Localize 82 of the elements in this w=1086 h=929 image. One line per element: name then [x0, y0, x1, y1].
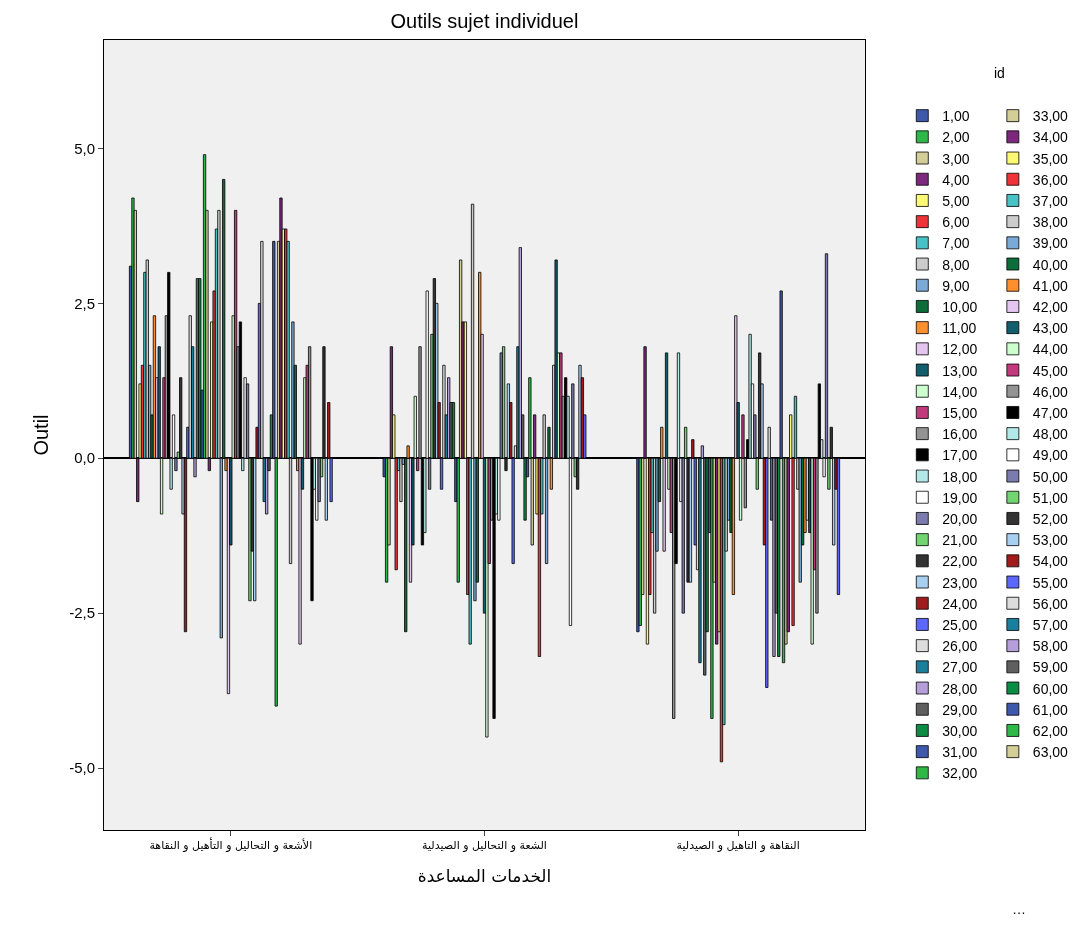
legend-label: 48,00 [1032, 426, 1069, 443]
legend-label: 43,00 [1032, 320, 1069, 337]
legend-label: 7,00 [942, 235, 970, 252]
legend-label: 51,00 [1032, 489, 1069, 506]
legend-label: 34,00 [1032, 129, 1069, 146]
bar [188, 315, 192, 459]
legend-label: 21,00 [942, 532, 978, 549]
legend-label: 14,00 [942, 383, 978, 400]
legend-label: 45,00 [1032, 362, 1069, 379]
legend-label: 36,00 [1032, 171, 1069, 188]
bar [279, 197, 283, 459]
legend-label: 10,00 [942, 298, 978, 315]
legend-label: 1,00 [942, 108, 970, 125]
legend-label: 42,00 [1032, 298, 1069, 315]
x-tick-label: النقاهة و التاهيل و الصيدلية [676, 839, 800, 853]
bar [554, 259, 558, 459]
bar [145, 259, 149, 459]
legend-label: 18,00 [942, 468, 978, 485]
legend-label: 13,00 [942, 362, 978, 379]
legend-label: 56,00 [1032, 595, 1069, 612]
y-tick-label: -2,5 [69, 604, 95, 622]
legend-label: 6,00 [942, 214, 970, 231]
legend-label: 26,00 [942, 638, 978, 655]
legend-label: 59,00 [1032, 659, 1069, 676]
legend-label: 33,00 [1032, 108, 1069, 125]
legend-label: 11,00 [942, 320, 977, 337]
legend-label: 17,00 [942, 447, 978, 464]
legend-label: 31,00 [942, 744, 978, 761]
legend-label: 49,00 [1032, 447, 1069, 464]
legend-label: 27,00 [942, 659, 978, 676]
legend-label: 46,00 [1032, 383, 1069, 400]
y-tick-label: -5,0 [69, 759, 95, 777]
legend-label: 28,00 [942, 680, 978, 697]
legend-label: 15,00 [942, 404, 978, 421]
legend-label: 63,00 [1032, 744, 1069, 761]
y-tick-label: 0,0 [74, 449, 95, 467]
legend-label: 37,00 [1032, 192, 1069, 209]
y-tick-label: 5,0 [74, 139, 95, 157]
x-axis-title: الخدمات المساعدة [417, 865, 552, 886]
legend-title: id [994, 65, 1005, 81]
y-axis-title: Outil [29, 414, 52, 456]
legend-label: 40,00 [1032, 256, 1069, 273]
legend-label: 35,00 [1032, 150, 1069, 167]
legend-label: 47,00 [1032, 404, 1069, 421]
legend-label: 5,00 [942, 192, 970, 209]
legend-label: 52,00 [1032, 510, 1069, 527]
legend-label: 12,00 [942, 341, 978, 358]
legend-label: 50,00 [1032, 468, 1069, 485]
legend-label: 57,00 [1032, 616, 1069, 633]
x-tick-label: الشعة و التحاليل و الصيدلية [422, 839, 547, 853]
legend-label: 61,00 [1032, 701, 1069, 718]
legend-label: 24,00 [942, 595, 978, 612]
legend-label: 53,00 [1032, 532, 1069, 549]
text: … [1012, 901, 1026, 917]
legend-label: 54,00 [1032, 553, 1069, 570]
y-tick-label: 2,5 [74, 294, 95, 312]
legend-label: 22,00 [942, 553, 978, 570]
legend-label: 19,00 [942, 489, 978, 506]
bar [518, 247, 522, 459]
legend-label: 3,00 [942, 150, 970, 167]
legend-label: 4,00 [942, 171, 970, 188]
legend-label: 9,00 [942, 277, 970, 294]
legend-label: 41,00 [1032, 277, 1069, 294]
legend-label: 32,00 [942, 765, 978, 782]
legend-label: 44,00 [1032, 341, 1069, 358]
x-tick-label: الأشعة و التحاليل و التأهيل و النقاهة [149, 837, 313, 853]
chart-title: Outils sujet individuel [390, 9, 579, 32]
legend-label: 16,00 [942, 426, 978, 443]
legend-label: 29,00 [942, 701, 978, 718]
legend-label: 60,00 [1032, 680, 1069, 697]
legend-label: 20,00 [942, 510, 978, 527]
legend-label: 55,00 [1032, 574, 1069, 591]
legend-label: 62,00 [1032, 722, 1069, 739]
legend-label: 25,00 [942, 616, 978, 633]
legend-label: 2,00 [942, 129, 970, 146]
bar [748, 333, 752, 459]
legend-label: 23,00 [942, 574, 978, 591]
legend-label: 38,00 [1032, 214, 1069, 231]
legend-label: 58,00 [1032, 638, 1069, 655]
legend-label: 8,00 [942, 256, 970, 273]
legend-label: 30,00 [942, 722, 978, 739]
legend-label: 39,00 [1032, 235, 1069, 252]
